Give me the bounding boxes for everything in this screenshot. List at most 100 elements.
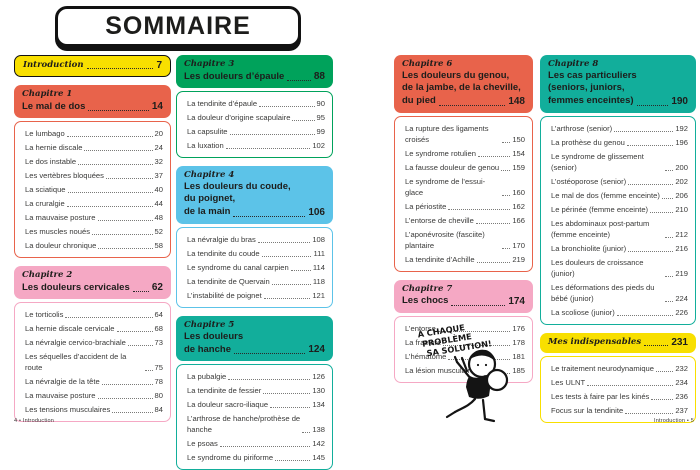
toc-item-page: 154	[512, 148, 525, 158]
toc-item: La mauvaise posture 80	[25, 390, 163, 401]
toc-item-label: Les déformations des pieds du bébé (juni…	[551, 282, 655, 303]
toc-item-label: La fracture	[405, 337, 442, 347]
dotted-leader	[665, 300, 674, 302]
toc-item-label: L’arthrose de hanche/prothèse de hanche	[187, 414, 301, 435]
toc-item-label: Le mal de dos (femme enceinte)	[551, 190, 660, 200]
dotted-leader	[292, 120, 315, 122]
toc-item-page: 64	[154, 310, 163, 320]
dotted-leader	[502, 194, 511, 196]
chapter-title-lastline: Les chocs 174	[402, 295, 525, 308]
chapter-label: Chapitre 4	[184, 170, 235, 181]
dotted-leader	[132, 291, 149, 293]
chapter-page-number: 124	[308, 344, 325, 356]
toc-item-page: 192	[675, 123, 688, 133]
dotted-leader	[626, 144, 674, 146]
chapter-title-line: Les cas particuliers	[548, 70, 637, 82]
toc-item-list: La rupture des ligaments croisés 150 Le sy…	[394, 115, 533, 272]
toc-item: La capsulite 99	[187, 126, 325, 137]
dotted-leader	[116, 331, 153, 333]
chapter-label: Chapitre 2	[22, 270, 73, 281]
chapter-header-mes-indispensables: Mes indispensables 231	[540, 332, 696, 353]
toc-item-page: 78	[154, 377, 163, 387]
chapter-title-lastline: femmes enceintes) 190	[548, 95, 688, 108]
toc-block-chapitre-8: Chapitre 8 Les cas particuliers (seniors, …	[540, 55, 696, 325]
toc-item-page: 202	[675, 176, 688, 186]
toc-item: La scoliose (junior) 226	[551, 307, 688, 318]
dotted-leader	[665, 169, 674, 171]
toc-item-label: La pubalgie	[187, 372, 227, 382]
toc-item-list: La tendinite d’épaule 90 La douleur d’orig…	[176, 91, 333, 159]
chapter-page-number: 174	[508, 295, 525, 307]
toc-item-page: 102	[312, 141, 325, 151]
dotted-leader	[67, 192, 153, 194]
dotted-leader	[636, 104, 669, 106]
dotted-leader	[259, 106, 315, 108]
toc-item-label: La sciatique	[25, 185, 66, 195]
dotted-leader	[625, 412, 674, 414]
toc-item: Les tests à faire par les kinés 236	[551, 391, 688, 402]
dotted-leader	[476, 261, 511, 263]
toc-item: La névralgie du bras 108	[187, 234, 325, 245]
toc-item: La hernie discale 24	[25, 142, 163, 153]
toc-item-page: 114	[312, 262, 325, 272]
chapter-header-chapitre-7: Chapitre 7 Les chocs 174	[394, 279, 533, 313]
toc-item: La tendinite d’Achille 219	[405, 254, 525, 265]
toc-item-page: 80	[154, 391, 163, 401]
toc-item-page: 48	[154, 213, 163, 223]
dotted-leader	[644, 344, 669, 346]
dotted-leader	[229, 134, 315, 136]
toc-item-label: Les abdominaux post-partum (femme encein…	[551, 218, 650, 239]
toc-item: Le torticolis 64	[25, 309, 163, 320]
chapter-page-number: 190	[671, 95, 688, 107]
dotted-leader	[437, 330, 511, 332]
toc-item: Les séquelles d’accident de la route 75	[25, 351, 163, 373]
toc-item-page: 99	[316, 127, 325, 137]
dotted-leader	[233, 215, 306, 217]
chapter-header-chapitre-3: Chapitre 3 Les douleurs d’épaule 88	[176, 55, 333, 89]
chapter-header-chapitre-8: Chapitre 8 Les cas particuliers (seniors, …	[540, 55, 696, 113]
dotted-leader	[290, 269, 311, 271]
toc-item: Le syndrome de l’essui-glace 160	[405, 176, 525, 198]
toc-item-page: 111	[313, 248, 325, 258]
toc-item-page: 234	[675, 377, 688, 387]
toc-item: Le syndrome du canal carpien 114	[187, 262, 325, 273]
toc-item-label: Les tests à faire par les kinés	[551, 391, 650, 401]
toc-item-page: 210	[675, 204, 688, 214]
toc-item-page: 24	[154, 143, 163, 153]
chapter-title-text: Les chocs	[402, 295, 449, 307]
toc-item: La douleur chronique 58	[25, 240, 163, 251]
toc-item-page: 224	[675, 293, 688, 303]
chapter-title-lastline: de hanche 124	[184, 343, 325, 356]
chapter-label: Chapitre 6	[402, 59, 453, 69]
toc-item-label: Le syndrome de l’essui-glace	[405, 176, 486, 197]
toc-item-page: 126	[312, 372, 325, 382]
chapter-title-text: femmes enceintes)	[548, 95, 634, 107]
toc-item-page: 219	[512, 254, 525, 264]
toc-item-label: La prothèse du genou	[551, 137, 625, 147]
toc-item: La tendinite de fessier 130	[187, 385, 325, 396]
toc-item-list: Le traitement neurodynamique 232 Les ULNT 2…	[540, 355, 696, 423]
dotted-leader	[628, 250, 674, 252]
chapter-title-text: de hanche	[184, 343, 231, 355]
toc-item-page: 176	[512, 323, 525, 333]
toc-item-page: 118	[312, 276, 325, 286]
toc-item: Le périnée (femme enceinte) 210	[551, 204, 688, 215]
toc-item-label: Les muscles noués	[25, 227, 91, 237]
chapter-title-line: (seniors, juniors,	[548, 82, 625, 94]
mascot-figure	[445, 349, 509, 423]
dotted-leader	[127, 345, 153, 347]
toc-item-page: 170	[512, 240, 525, 250]
dotted-leader	[502, 141, 511, 143]
chapter-header-chapitre-2: Chapitre 2 Les douleurs cervicales 62	[14, 266, 171, 300]
toc-item-page: 73	[154, 338, 163, 348]
toc-item: L’arthrose (senior) 192	[551, 123, 688, 134]
toc-item-label: La tendinite d’épaule	[187, 99, 258, 109]
toc-item-label: Les vertèbres bloquées	[25, 171, 104, 181]
toc-item: La cruralgie 44	[25, 198, 163, 209]
toc-item: La hernie discale cervicale 68	[25, 323, 163, 334]
chapter-page-number: 14	[151, 101, 163, 113]
toc-item-label: La luxation	[187, 141, 224, 151]
chapter-title-text: Le mal de dos	[22, 100, 86, 112]
toc-item: La rupture des ligaments croisés 150	[405, 123, 525, 145]
chapter-title-text: Les douleurs cervicales	[22, 281, 130, 293]
